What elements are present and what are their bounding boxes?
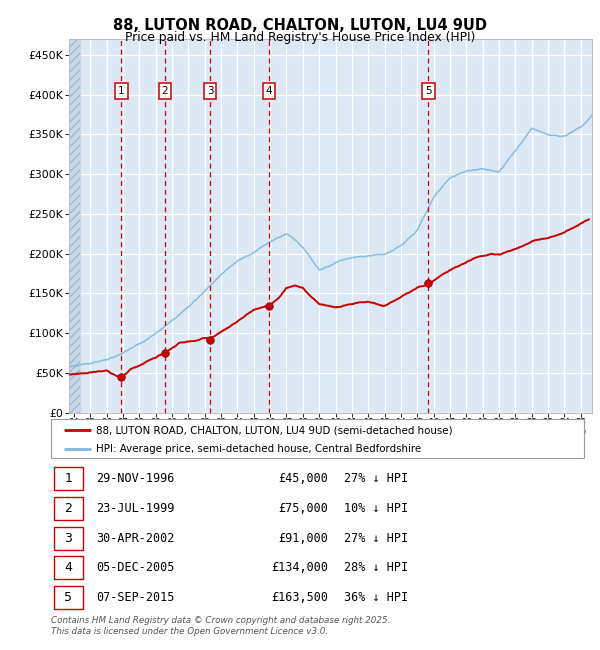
Text: 3: 3 (64, 532, 72, 545)
Text: 05-DEC-2005: 05-DEC-2005 (96, 562, 175, 575)
Bar (53, 556, 83, 579)
Text: HPI: Average price, semi-detached house, Central Bedfordshire: HPI: Average price, semi-detached house,… (96, 443, 422, 454)
Text: 27% ↓ HPI: 27% ↓ HPI (344, 532, 408, 545)
Text: £134,000: £134,000 (271, 562, 328, 575)
Text: 4: 4 (64, 562, 72, 575)
Text: 4: 4 (266, 86, 272, 96)
Text: 23-JUL-1999: 23-JUL-1999 (96, 502, 175, 515)
Text: 10% ↓ HPI: 10% ↓ HPI (344, 502, 408, 515)
Text: £91,000: £91,000 (278, 532, 328, 545)
Bar (53, 497, 83, 520)
Text: 2: 2 (161, 86, 168, 96)
Text: 27% ↓ HPI: 27% ↓ HPI (344, 473, 408, 486)
Text: 36% ↓ HPI: 36% ↓ HPI (344, 591, 408, 604)
Text: 30-APR-2002: 30-APR-2002 (96, 532, 175, 545)
Text: Price paid vs. HM Land Registry's House Price Index (HPI): Price paid vs. HM Land Registry's House … (125, 31, 475, 44)
Text: 29-NOV-1996: 29-NOV-1996 (96, 473, 175, 486)
Text: 5: 5 (425, 86, 431, 96)
Text: 5: 5 (64, 591, 73, 604)
Text: 88, LUTON ROAD, CHALTON, LUTON, LU4 9UD: 88, LUTON ROAD, CHALTON, LUTON, LU4 9UD (113, 18, 487, 32)
Bar (69, 39, 80, 413)
Text: £45,000: £45,000 (278, 473, 328, 486)
Text: 1: 1 (118, 86, 125, 96)
Bar (53, 586, 83, 609)
Text: 2: 2 (64, 502, 72, 515)
Text: Contains HM Land Registry data © Crown copyright and database right 2025.
This d: Contains HM Land Registry data © Crown c… (51, 616, 391, 636)
Bar (53, 467, 83, 490)
Text: 88, LUTON ROAD, CHALTON, LUTON, LU4 9UD (semi-detached house): 88, LUTON ROAD, CHALTON, LUTON, LU4 9UD … (96, 425, 453, 435)
Text: 28% ↓ HPI: 28% ↓ HPI (344, 562, 408, 575)
Text: 07-SEP-2015: 07-SEP-2015 (96, 591, 175, 604)
Text: £163,500: £163,500 (271, 591, 328, 604)
Bar (69, 39, 80, 413)
Text: £75,000: £75,000 (278, 502, 328, 515)
Text: 1: 1 (64, 473, 72, 486)
Text: 3: 3 (207, 86, 214, 96)
Bar (53, 526, 83, 550)
